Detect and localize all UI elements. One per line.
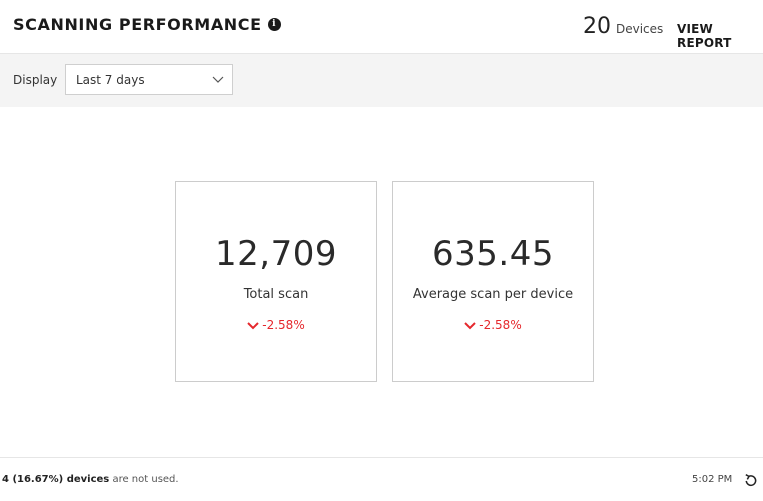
display-label: Display <box>13 73 58 87</box>
widget-header: SCANNING PERFORMANCE i 20 Devices VIEW R… <box>0 0 763 54</box>
display-period-value: Last 7 days <box>76 73 145 87</box>
widget-footer: 4 (16.67%) devices are not used. 5:02 PM <box>0 457 763 501</box>
unused-devices-suffix: are not used. <box>112 474 179 485</box>
total-scan-value: 12,709 <box>215 234 337 274</box>
total-scan-label: Total scan <box>243 287 309 302</box>
total-scan-card: 12,709 Total scan -2.58% <box>175 181 377 382</box>
unused-devices-note: 4 (16.67%) devices are not used. <box>2 474 179 485</box>
device-count-label: Devices <box>616 22 664 36</box>
total-scan-change: -2.58% <box>176 318 376 332</box>
average-scan-change-value: -2.58% <box>479 318 522 332</box>
widget-title: SCANNING PERFORMANCE i <box>13 15 281 34</box>
average-scan-card: 635.45 Average scan per device -2.58% <box>392 181 594 382</box>
average-scan-change: -2.58% <box>393 318 593 332</box>
refresh-icon[interactable] <box>743 473 758 488</box>
average-scan-value: 635.45 <box>432 234 554 274</box>
widget-title-text: SCANNING PERFORMANCE <box>13 15 262 34</box>
filter-bar: Display Last 7 days <box>0 54 763 107</box>
chevron-down-icon <box>212 76 224 83</box>
info-icon[interactable]: i <box>267 18 281 31</box>
view-report-link[interactable]: VIEW REPORT <box>677 22 732 50</box>
chevron-down-icon <box>464 321 476 329</box>
last-updated-time: 5:02 PM <box>692 474 733 485</box>
device-count: 20 Devices <box>583 14 663 39</box>
device-count-value: 20 <box>583 14 611 39</box>
total-scan-change-value: -2.58% <box>262 318 305 332</box>
average-scan-label: Average scan per device <box>412 287 574 302</box>
display-period-select[interactable]: Last 7 days <box>65 64 233 95</box>
chevron-down-icon <box>247 321 259 329</box>
unused-devices-count: 4 (16.67%) devices <box>2 474 110 485</box>
